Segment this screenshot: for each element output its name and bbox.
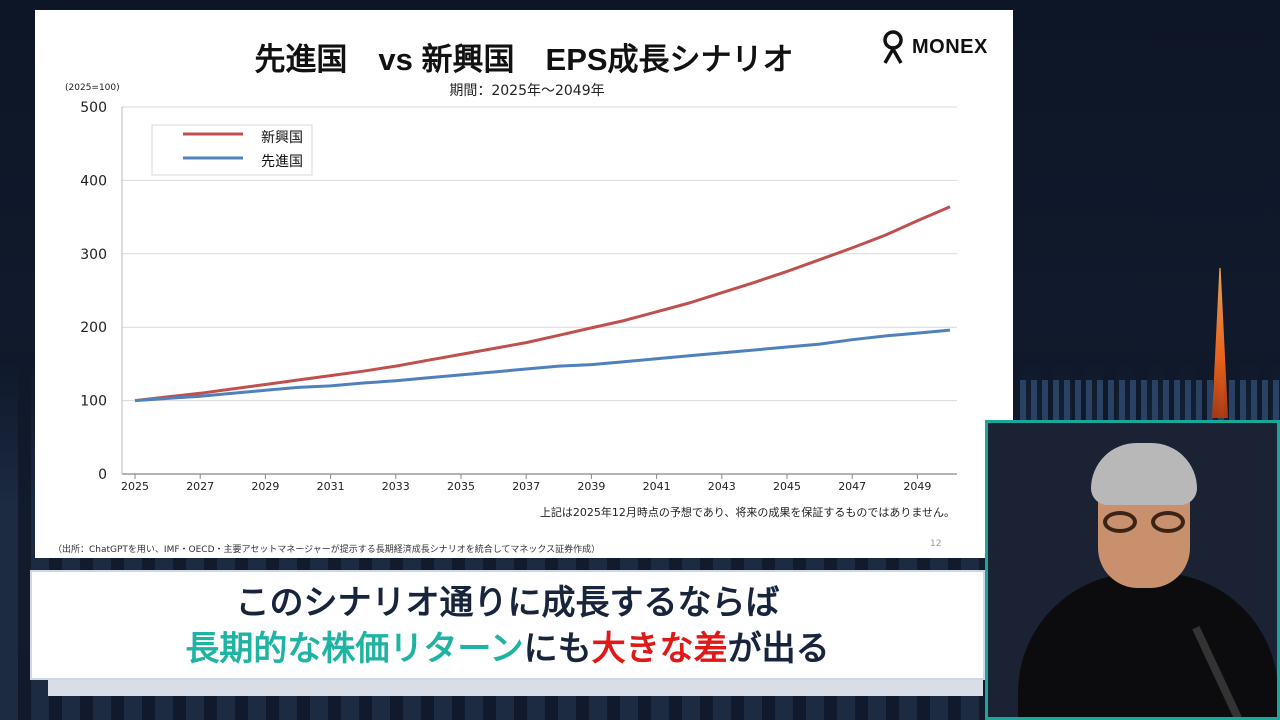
y-axis-label: (2025=100) (65, 83, 120, 93)
x-tick-label: 2029 (251, 480, 279, 493)
caption-text: にも (523, 629, 592, 669)
chart-legend: 新興国 先進国 (151, 124, 313, 176)
x-tick-label: 2033 (382, 480, 410, 493)
presenter-body (1018, 573, 1277, 717)
x-tick-label: 2035 (447, 480, 475, 493)
monex-logo-icon (883, 30, 903, 64)
slide: 先進国 vs 新興国 EPS成長シナリオ MONEX 期間：2025年～2049… (35, 10, 1013, 558)
x-tick-label: 2045 (773, 480, 801, 493)
presenter-video (985, 420, 1280, 720)
chart-subtitle: 期間：2025年～2049年 (449, 83, 604, 99)
caption-highlight-teal: 長期的な株価リターン (185, 629, 524, 669)
source-note: （出所：ChatGPTを用い、IMF・OECD・主要アセットマネージャーが提示す… (53, 545, 601, 555)
x-tick-label: 2043 (708, 480, 736, 493)
caption-line-1: このシナリオ通りに成長するならば (235, 583, 780, 623)
caption-shadow (48, 680, 983, 696)
x-tick-label: 2031 (317, 480, 345, 493)
caption-box: このシナリオ通りに成長するならば 長期的な株価リターンにも大きな差が出る (30, 570, 985, 680)
x-tick-label: 2025 (121, 480, 149, 493)
tokyo-tower (1212, 268, 1228, 418)
y-tick-label: 100 (80, 394, 107, 410)
x-tick-label: 2037 (512, 480, 540, 493)
slide-title: 先進国 vs 新興国 EPS成長シナリオ (254, 42, 794, 77)
y-tick-label: 500 (80, 100, 107, 116)
legend-label-developed: 先進国 (261, 154, 303, 170)
series-line-developed (134, 328, 951, 403)
caption-line-2: 長期的な株価リターンにも大きな差が出る (32, 626, 983, 672)
presenter-hair (1091, 443, 1197, 505)
caption-highlight-red: 大きな差 (591, 629, 728, 669)
brand-logo: MONEX (880, 30, 988, 64)
x-tick-label: 2039 (577, 480, 605, 493)
y-tick-label: 0 (98, 467, 107, 483)
x-tick-label: 2041 (643, 480, 671, 493)
glasses-icon (1103, 511, 1185, 533)
eps-line-chart: 期間：2025年～2049年 (2025=100) 0 100 200 300 400 5… (65, 83, 957, 493)
x-tick-label: 2027 (186, 480, 214, 493)
caption-text-end: が出る (727, 629, 830, 669)
disclaimer: 上記は2025年12月時点の予想であり、将来の成果を保証するものではありません。 (539, 506, 955, 519)
legend-label-emerging: 新興国 (261, 130, 303, 146)
city-lights (1020, 380, 1280, 420)
page-number: 12 (930, 539, 942, 549)
x-tick-label: 2049 (903, 480, 931, 493)
y-tick-label: 200 (80, 320, 107, 336)
series-line-emerging (134, 205, 951, 403)
x-tick-label: 2047 (838, 480, 866, 493)
y-tick-label: 300 (80, 247, 107, 263)
y-tick-label: 400 (80, 173, 107, 189)
brand-name: MONEX (912, 35, 988, 58)
